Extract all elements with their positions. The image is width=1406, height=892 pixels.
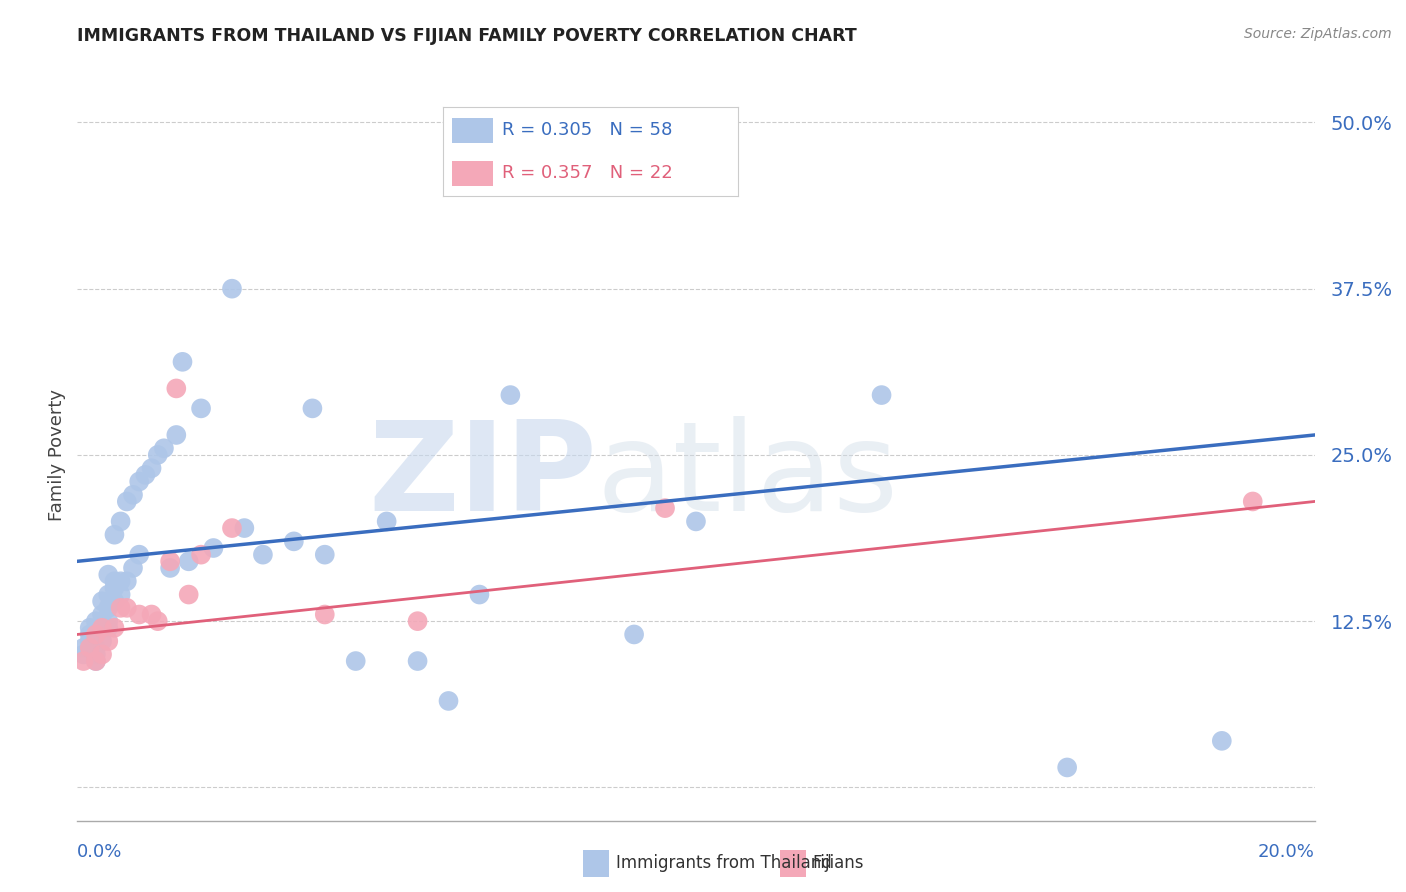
Point [654,501,676,516]
Point [97,600,120,615]
Point [375,515,398,529]
Text: 0.0%: 0.0% [77,843,122,861]
Point [84,648,107,662]
Text: Source: ZipAtlas.com: Source: ZipAtlas.com [1244,27,1392,41]
Point [314,607,336,622]
Point [110,574,132,589]
Point [84,614,107,628]
Point [103,594,125,608]
Point [301,401,323,416]
Point [115,600,138,615]
Point [190,548,212,562]
Point [91,607,114,622]
Point [97,567,120,582]
Point [146,448,169,462]
Point [344,654,367,668]
Text: 20.0%: 20.0% [1258,843,1315,861]
Text: IMMIGRANTS FROM THAILAND VS FIJIAN FAMILY POVERTY CORRELATION CHART: IMMIGRANTS FROM THAILAND VS FIJIAN FAMIL… [77,27,858,45]
Point [177,554,200,568]
Point [84,640,107,655]
Point [1056,760,1078,774]
Point [91,634,114,648]
Point [103,574,125,589]
Point [79,640,101,655]
Point [97,634,120,648]
Point [233,521,256,535]
Point [128,548,150,562]
Point [172,355,194,369]
Bar [451,118,494,143]
Point [110,588,132,602]
Point [165,428,187,442]
Text: Fijians: Fijians [813,855,865,872]
Point [314,548,336,562]
Point [79,627,101,641]
Point [128,607,150,622]
Point [72,654,94,668]
Point [84,654,107,668]
Point [103,581,125,595]
Point [134,467,156,482]
Point [437,694,460,708]
Point [84,654,107,668]
Point [190,401,212,416]
Point [141,607,163,622]
Point [72,648,94,662]
Point [202,541,225,555]
Point [110,515,132,529]
Point [141,461,163,475]
Point [165,381,187,395]
Point [103,621,125,635]
Point [91,621,114,635]
Point [685,515,707,529]
Point [177,588,200,602]
Point [128,475,150,489]
Point [72,640,94,655]
Point [115,494,138,508]
Point [221,521,243,535]
Point [110,600,132,615]
Text: Immigrants from Thailand: Immigrants from Thailand [616,855,831,872]
Point [79,621,101,635]
Point [159,554,181,568]
Point [221,282,243,296]
Y-axis label: Family Poverty: Family Poverty [48,389,66,521]
Text: R = 0.305   N = 58: R = 0.305 N = 58 [502,121,672,139]
Point [252,548,274,562]
Point [1211,734,1233,748]
Text: R = 0.357   N = 22: R = 0.357 N = 22 [502,164,672,182]
Point [79,634,101,648]
Point [623,627,645,641]
Point [103,527,125,541]
Point [146,614,169,628]
Point [97,621,120,635]
Bar [451,161,494,186]
Point [122,488,145,502]
Point [870,388,893,402]
Point [84,627,107,641]
Point [153,442,176,456]
Text: atlas: atlas [598,417,898,537]
Point [91,594,114,608]
Point [91,648,114,662]
Point [406,614,429,628]
Point [499,388,522,402]
Point [122,561,145,575]
Point [1241,494,1264,508]
Point [97,614,120,628]
Point [115,574,138,589]
Text: ZIP: ZIP [368,417,598,537]
Point [468,588,491,602]
Point [91,621,114,635]
Point [159,561,181,575]
Point [97,588,120,602]
Point [283,534,305,549]
Point [406,654,429,668]
